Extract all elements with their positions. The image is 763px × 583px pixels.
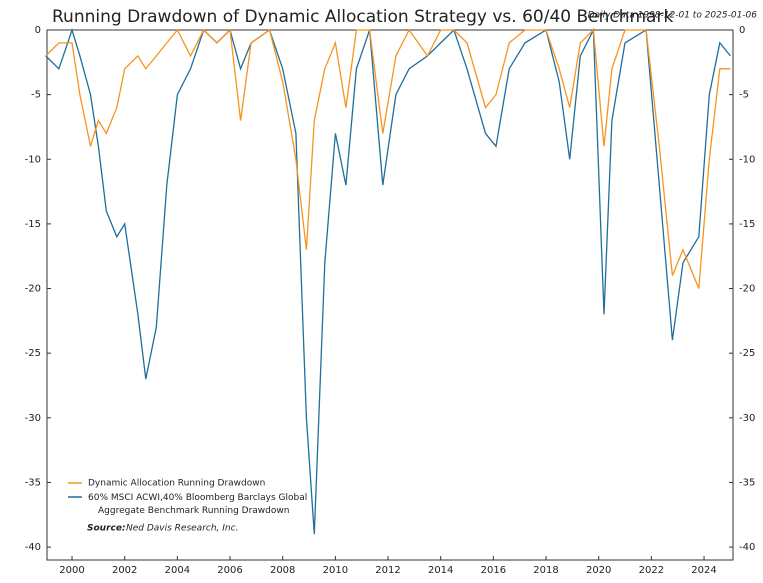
x-tick-label: 2008 bbox=[270, 565, 295, 576]
plot-frame bbox=[46, 29, 734, 561]
legend-label: 60% MSCI ACWI,40% Bloomberg Barclays Glo… bbox=[88, 493, 307, 516]
x-tick-label: 2004 bbox=[165, 565, 190, 576]
series-line bbox=[45, 28, 731, 289]
y2-tick-label: -20 bbox=[739, 284, 755, 295]
y2-tick-label: -25 bbox=[739, 348, 755, 359]
x-tick-label: 2012 bbox=[375, 565, 400, 576]
y-tick-label: -35 bbox=[25, 477, 41, 488]
x-tick-label: 2006 bbox=[217, 565, 242, 576]
y-tick-label: -25 bbox=[25, 348, 41, 359]
chart-title: Running Drawdown of Dynamic Allocation S… bbox=[52, 7, 673, 27]
y2-tick-label: -15 bbox=[739, 219, 755, 230]
y-tick-label: -20 bbox=[25, 284, 41, 295]
y2-tick-label: -30 bbox=[739, 413, 755, 424]
y-tick-label: -30 bbox=[25, 413, 41, 424]
y-tick-label: -10 bbox=[25, 154, 41, 165]
x-tick-label: 2020 bbox=[586, 565, 611, 576]
y2-tick-label: -10 bbox=[739, 154, 755, 165]
x-tick-label: 2016 bbox=[481, 565, 506, 576]
y-tick-label: -40 bbox=[25, 542, 41, 553]
source: Ned Davis Research, Inc. bbox=[126, 524, 238, 534]
x-tick-label: 2002 bbox=[112, 565, 137, 576]
y-tick-label: -15 bbox=[25, 219, 41, 230]
y2-tick-label: -5 bbox=[739, 90, 749, 101]
y-tick-label: 0 bbox=[35, 25, 41, 36]
y-tick-label: -5 bbox=[31, 90, 41, 101]
x-tick-label: 2010 bbox=[323, 565, 348, 576]
x-tick-label: 2014 bbox=[428, 565, 453, 576]
series-line bbox=[45, 27, 731, 535]
legend-label: Dynamic Allocation Running Drawdown bbox=[88, 479, 265, 489]
x-tick-label: 2022 bbox=[639, 565, 664, 576]
x-tick-label: 2000 bbox=[59, 565, 84, 576]
x-tick-label: 2018 bbox=[533, 565, 558, 576]
source-label: Source: bbox=[87, 524, 126, 534]
x-tick-label: 2024 bbox=[691, 565, 716, 576]
y2-tick-label: -35 bbox=[739, 477, 755, 488]
chart-subtitle: Daily Data 1998-12-01 to 2025-01-06 bbox=[588, 11, 758, 21]
y2-tick-label: -40 bbox=[739, 542, 755, 553]
y2-tick-label: 0 bbox=[739, 25, 745, 36]
